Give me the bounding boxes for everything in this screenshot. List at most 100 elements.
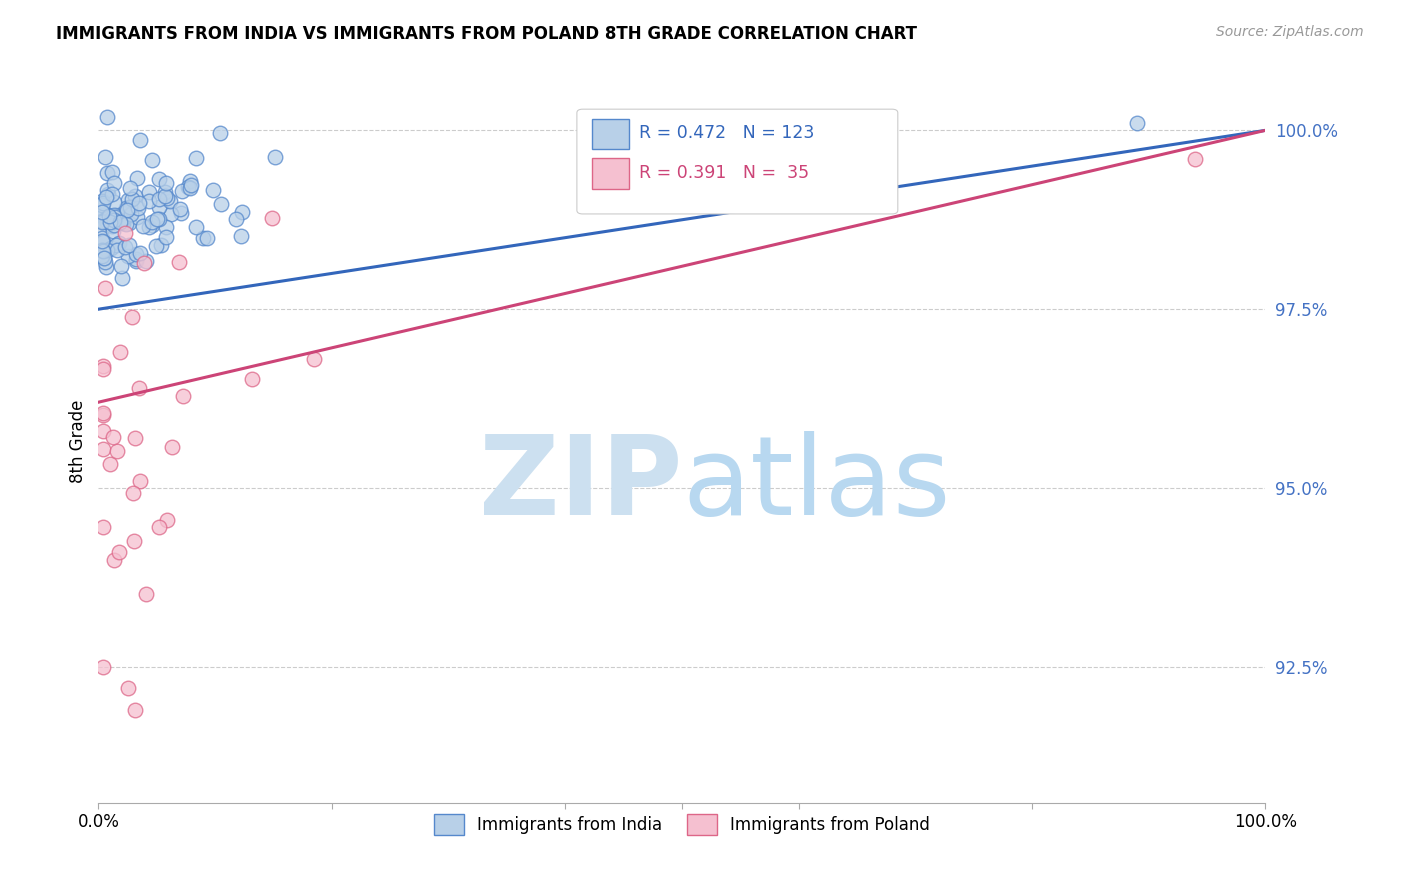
Point bbox=[138, 185, 160, 199]
Point bbox=[96, 244, 118, 258]
Point bbox=[128, 196, 150, 211]
Point bbox=[110, 259, 132, 273]
Point bbox=[153, 185, 176, 199]
Legend: Immigrants from India, Immigrants from Poland: Immigrants from India, Immigrants from P… bbox=[427, 808, 936, 841]
Point bbox=[108, 214, 131, 228]
Text: R = 0.472   N = 123: R = 0.472 N = 123 bbox=[638, 124, 814, 142]
Point bbox=[117, 203, 139, 218]
Point bbox=[176, 179, 198, 194]
FancyBboxPatch shape bbox=[576, 109, 898, 214]
Point bbox=[112, 216, 135, 230]
Point bbox=[264, 150, 287, 164]
Point bbox=[90, 221, 112, 235]
Point bbox=[156, 513, 179, 527]
Point bbox=[209, 197, 232, 211]
Point bbox=[195, 231, 218, 245]
Point bbox=[148, 172, 170, 186]
Point bbox=[262, 211, 284, 225]
Point bbox=[148, 200, 170, 214]
Point bbox=[90, 205, 112, 219]
Point bbox=[96, 166, 118, 180]
Point bbox=[138, 194, 160, 209]
Point bbox=[132, 256, 155, 270]
Point bbox=[97, 208, 120, 222]
Point bbox=[201, 183, 224, 197]
Point bbox=[162, 441, 184, 455]
Point bbox=[101, 187, 124, 202]
FancyBboxPatch shape bbox=[592, 158, 630, 189]
Point bbox=[90, 247, 112, 261]
Point bbox=[120, 200, 142, 214]
Point bbox=[141, 215, 163, 229]
Point bbox=[156, 191, 179, 205]
Point bbox=[138, 220, 160, 235]
Point bbox=[225, 212, 247, 227]
Point bbox=[135, 587, 157, 601]
Point bbox=[90, 243, 112, 257]
Point bbox=[160, 206, 183, 220]
Point bbox=[184, 220, 207, 235]
Point bbox=[90, 215, 112, 229]
Point bbox=[101, 429, 124, 443]
Point bbox=[122, 533, 145, 548]
Point bbox=[117, 193, 139, 207]
Point bbox=[98, 214, 121, 228]
Point bbox=[90, 214, 112, 228]
Point bbox=[141, 153, 163, 168]
Point bbox=[100, 212, 122, 227]
Point bbox=[155, 219, 177, 234]
Point bbox=[124, 431, 146, 445]
Point bbox=[125, 253, 148, 268]
Point bbox=[91, 359, 114, 374]
Point bbox=[91, 442, 114, 456]
Point bbox=[103, 213, 125, 227]
Point bbox=[93, 251, 115, 265]
Point bbox=[96, 211, 118, 226]
Point bbox=[153, 189, 176, 203]
Point bbox=[115, 201, 138, 215]
Point bbox=[96, 182, 118, 196]
FancyBboxPatch shape bbox=[592, 119, 630, 149]
Point bbox=[146, 212, 169, 227]
Point bbox=[90, 197, 112, 211]
Point bbox=[91, 196, 114, 211]
Point bbox=[159, 194, 181, 208]
Point bbox=[105, 443, 128, 458]
Point bbox=[94, 260, 117, 275]
Point bbox=[104, 210, 127, 224]
Point bbox=[103, 215, 125, 229]
Point bbox=[98, 457, 121, 471]
Point bbox=[180, 178, 202, 192]
Text: ZIP: ZIP bbox=[478, 432, 682, 539]
Point bbox=[145, 239, 167, 253]
Point bbox=[132, 219, 155, 233]
Point bbox=[114, 239, 136, 253]
Point bbox=[93, 254, 115, 268]
Point bbox=[124, 247, 146, 261]
Point bbox=[169, 202, 191, 216]
Point bbox=[105, 237, 128, 252]
Point bbox=[148, 212, 170, 227]
Point bbox=[91, 660, 114, 674]
Point bbox=[90, 234, 112, 248]
Text: IMMIGRANTS FROM INDIA VS IMMIGRANTS FROM POLAND 8TH GRADE CORRELATION CHART: IMMIGRANTS FROM INDIA VS IMMIGRANTS FROM… bbox=[56, 25, 917, 43]
Text: R = 0.391   N =  35: R = 0.391 N = 35 bbox=[638, 164, 808, 182]
Point bbox=[117, 238, 139, 252]
Point bbox=[128, 133, 150, 147]
Point bbox=[121, 193, 143, 207]
Point bbox=[107, 236, 129, 251]
Point bbox=[107, 237, 129, 252]
Point bbox=[94, 190, 117, 204]
Point bbox=[93, 244, 115, 259]
Point bbox=[96, 187, 118, 202]
Point bbox=[124, 189, 146, 203]
Point bbox=[186, 151, 208, 165]
Point bbox=[90, 247, 112, 261]
Point bbox=[93, 150, 115, 164]
Point bbox=[172, 389, 194, 403]
Point bbox=[115, 217, 138, 231]
Point bbox=[103, 211, 125, 225]
Text: atlas: atlas bbox=[682, 432, 950, 539]
Point bbox=[208, 126, 231, 140]
Point bbox=[229, 228, 252, 243]
